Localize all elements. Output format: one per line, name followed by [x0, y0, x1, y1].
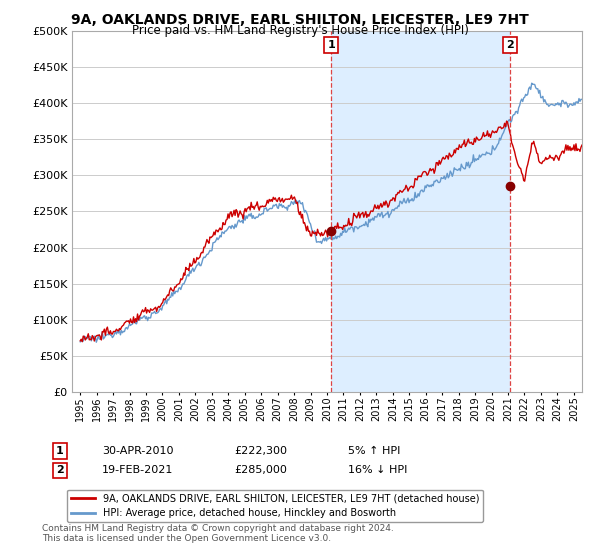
Text: Contains HM Land Registry data © Crown copyright and database right 2024.
This d: Contains HM Land Registry data © Crown c… [42, 524, 394, 543]
Text: 5% ↑ HPI: 5% ↑ HPI [348, 446, 400, 456]
Legend: 9A, OAKLANDS DRIVE, EARL SHILTON, LEICESTER, LE9 7HT (detached house), HPI: Aver: 9A, OAKLANDS DRIVE, EARL SHILTON, LEICES… [67, 489, 483, 522]
Text: 2: 2 [506, 40, 514, 50]
Text: 30-APR-2010: 30-APR-2010 [102, 446, 173, 456]
Text: 1: 1 [327, 40, 335, 50]
Text: 2: 2 [56, 465, 64, 475]
Text: £285,000: £285,000 [234, 465, 287, 475]
Text: 9A, OAKLANDS DRIVE, EARL SHILTON, LEICESTER, LE9 7HT: 9A, OAKLANDS DRIVE, EARL SHILTON, LEICES… [71, 13, 529, 27]
Text: 1: 1 [56, 446, 64, 456]
Text: 19-FEB-2021: 19-FEB-2021 [102, 465, 173, 475]
Text: £222,300: £222,300 [234, 446, 287, 456]
Bar [331, 31, 510, 392]
Text: Price paid vs. HM Land Registry's House Price Index (HPI): Price paid vs. HM Land Registry's House … [131, 24, 469, 37]
Text: 16% ↓ HPI: 16% ↓ HPI [348, 465, 407, 475]
